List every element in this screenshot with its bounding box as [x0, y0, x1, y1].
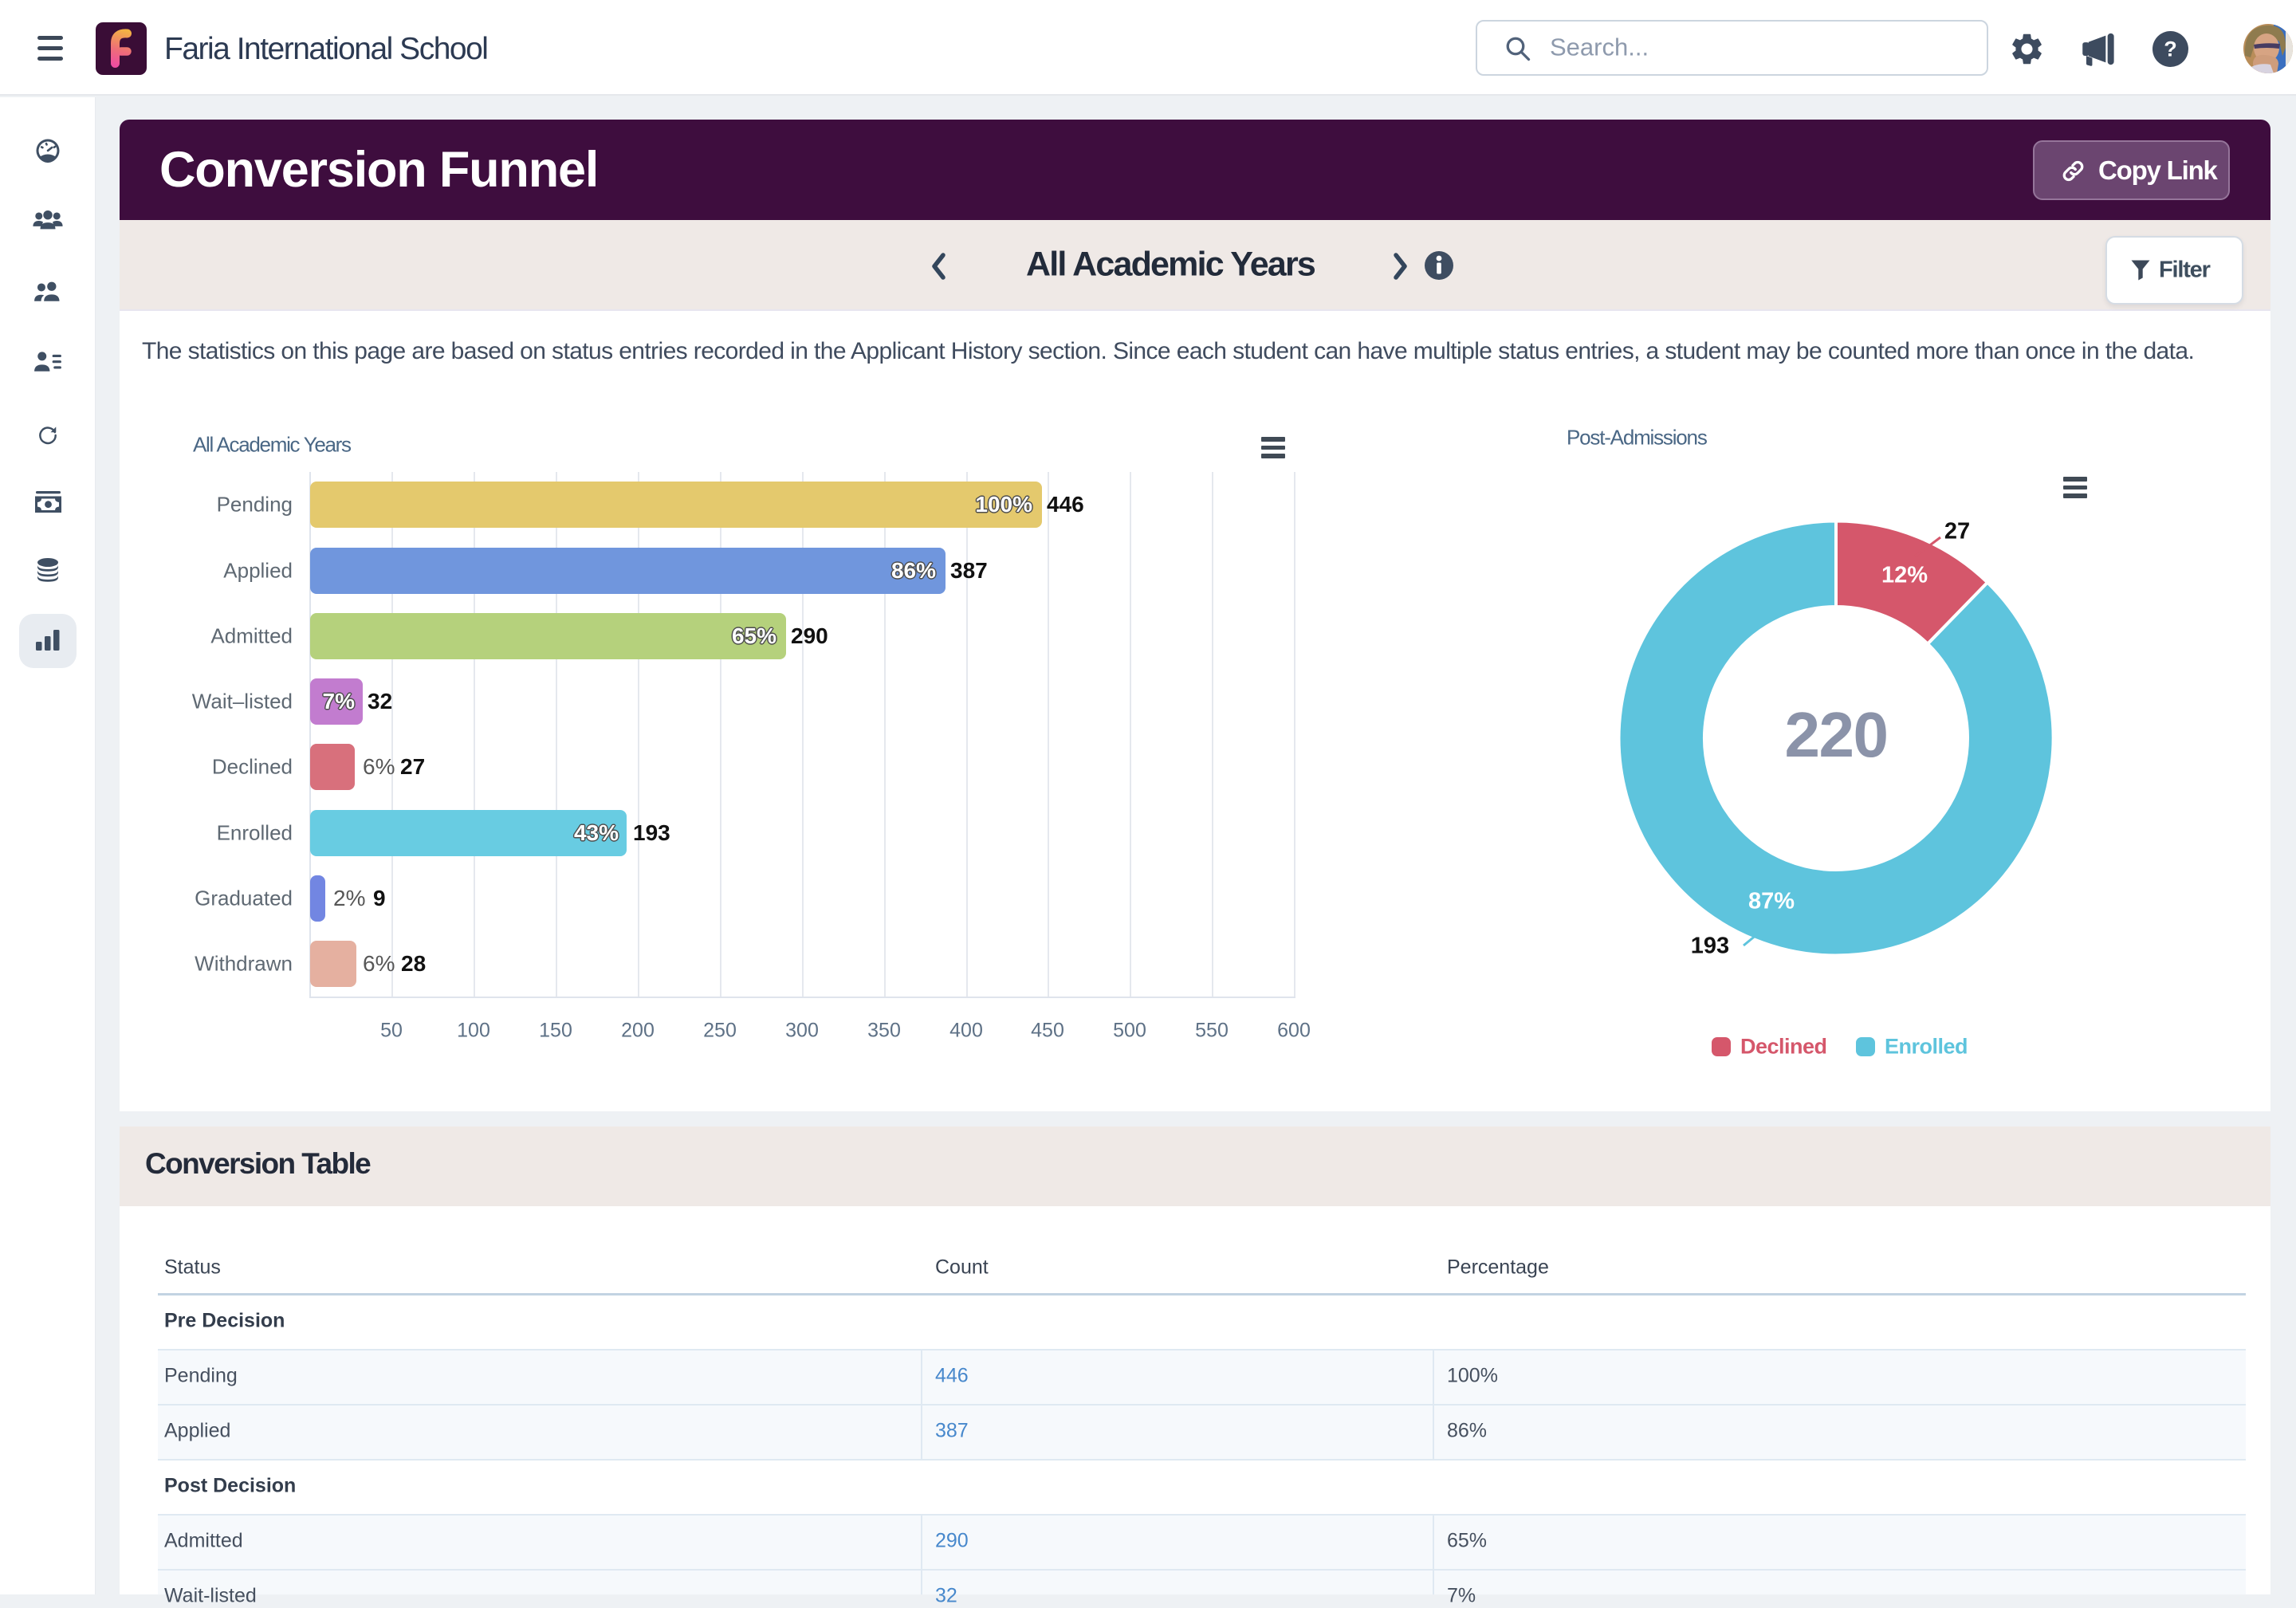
svg-text:?: ?	[2164, 37, 2177, 61]
